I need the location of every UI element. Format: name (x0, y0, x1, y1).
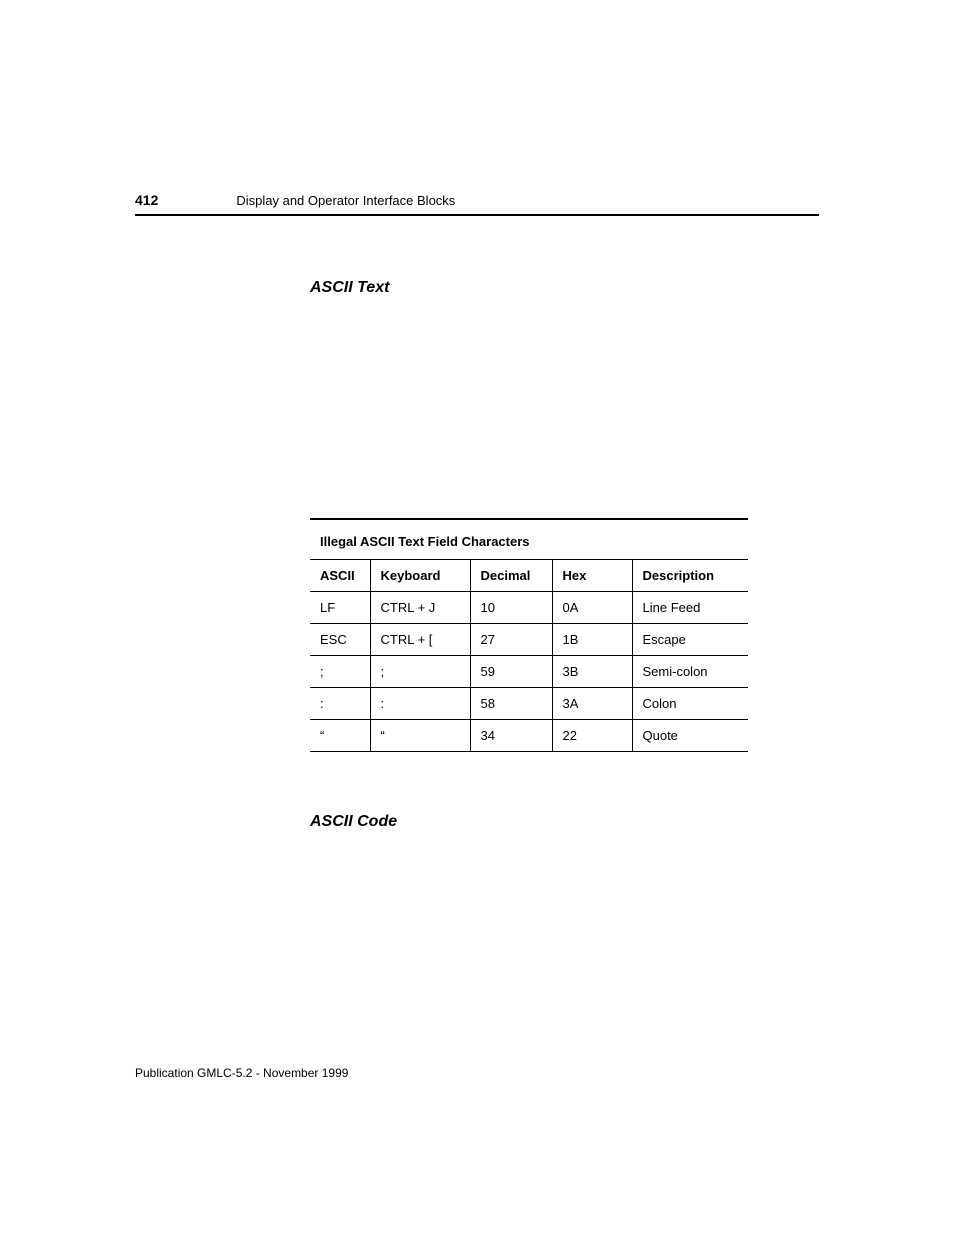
page: 412 Display and Operator Interface Block… (0, 0, 954, 1235)
table-header-decimal: Decimal (470, 560, 552, 592)
table-title: Illegal ASCII Text Field Characters (310, 518, 748, 559)
cell-decimal: 27 (470, 624, 552, 656)
cell-description: Line Feed (632, 592, 748, 624)
cell-ascii: LF (310, 592, 370, 624)
cell-keyboard: CTRL + [ (370, 624, 470, 656)
table-header-hex: Hex (552, 560, 632, 592)
cell-hex: 22 (552, 720, 632, 752)
cell-ascii: : (310, 688, 370, 720)
cell-ascii: ESC (310, 624, 370, 656)
cell-ascii: ; (310, 656, 370, 688)
cell-description: Quote (632, 720, 748, 752)
cell-description: Escape (632, 624, 748, 656)
table-header-row: ASCII Keyboard Decimal Hex Description (310, 560, 748, 592)
page-header: 412 Display and Operator Interface Block… (135, 192, 819, 216)
cell-decimal: 34 (470, 720, 552, 752)
cell-decimal: 10 (470, 592, 552, 624)
table-header-ascii: ASCII (310, 560, 370, 592)
cell-keyboard: CTRL + J (370, 592, 470, 624)
cell-decimal: 58 (470, 688, 552, 720)
publication-footer: Publication GMLC-5.2 - November 1999 (135, 1066, 348, 1080)
chapter-title: Display and Operator Interface Blocks (236, 193, 455, 208)
section-heading-ascii-text: ASCII Text (310, 279, 389, 297)
cell-hex: 3A (552, 688, 632, 720)
table-row: ESC CTRL + [ 27 1B Escape (310, 624, 748, 656)
cell-keyboard: “ (370, 720, 470, 752)
illegal-ascii-table-block: Illegal ASCII Text Field Characters ASCI… (310, 518, 748, 752)
table-row: “ “ 34 22 Quote (310, 720, 748, 752)
cell-keyboard: : (370, 688, 470, 720)
table-header-keyboard: Keyboard (370, 560, 470, 592)
table-row: ; ; 59 3B Semi-colon (310, 656, 748, 688)
cell-decimal: 59 (470, 656, 552, 688)
cell-keyboard: ; (370, 656, 470, 688)
cell-description: Semi-colon (632, 656, 748, 688)
cell-hex: 1B (552, 624, 632, 656)
section-heading-ascii-code: ASCII Code (310, 813, 397, 831)
cell-hex: 3B (552, 656, 632, 688)
table-row: : : 58 3A Colon (310, 688, 748, 720)
table-row: LF CTRL + J 10 0A Line Feed (310, 592, 748, 624)
page-number: 412 (135, 192, 158, 208)
illegal-ascii-table: ASCII Keyboard Decimal Hex Description L… (310, 559, 748, 752)
cell-ascii: “ (310, 720, 370, 752)
cell-hex: 0A (552, 592, 632, 624)
table-header-description: Description (632, 560, 748, 592)
cell-description: Colon (632, 688, 748, 720)
